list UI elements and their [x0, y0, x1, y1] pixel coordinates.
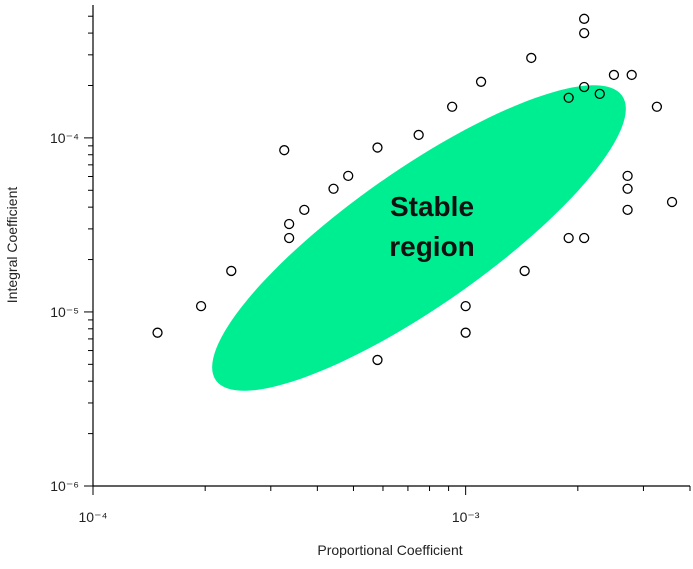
point	[372, 354, 383, 366]
point	[563, 232, 574, 244]
point	[328, 183, 339, 194]
point	[283, 218, 295, 230]
point	[526, 52, 537, 64]
point	[666, 196, 678, 208]
x-tick-label: 10⁻⁴	[79, 509, 108, 525]
point	[651, 101, 663, 112]
x-tick-label: 10⁻³	[452, 509, 480, 525]
point	[579, 27, 590, 39]
point	[152, 327, 163, 338]
point	[279, 145, 290, 156]
point	[460, 327, 471, 338]
point	[579, 81, 590, 93]
point	[413, 129, 424, 141]
x-axis-label: Proportional Coefficient	[317, 542, 462, 558]
point	[622, 204, 633, 215]
region-label: region	[389, 231, 475, 262]
point	[343, 170, 354, 182]
point	[299, 204, 310, 215]
point	[447, 101, 458, 112]
point	[519, 265, 530, 277]
point	[579, 232, 590, 244]
region-label: Stable	[390, 191, 474, 222]
point	[460, 300, 471, 312]
point	[283, 232, 295, 244]
point	[622, 170, 633, 182]
point	[563, 92, 574, 103]
point	[195, 300, 207, 312]
y-tick-label: 10⁻⁴	[50, 130, 79, 146]
point	[579, 13, 590, 24]
y-axis-label: Integral Coefficient	[4, 187, 20, 304]
y-tick-label: 10⁻⁶	[50, 478, 79, 494]
point	[608, 69, 620, 81]
point	[372, 142, 383, 153]
point	[475, 76, 487, 87]
point	[626, 69, 637, 81]
point	[594, 88, 605, 100]
y-tick-label: 10⁻⁵	[50, 304, 79, 320]
stable-region	[212, 85, 626, 391]
point	[226, 265, 237, 277]
point	[622, 183, 633, 194]
